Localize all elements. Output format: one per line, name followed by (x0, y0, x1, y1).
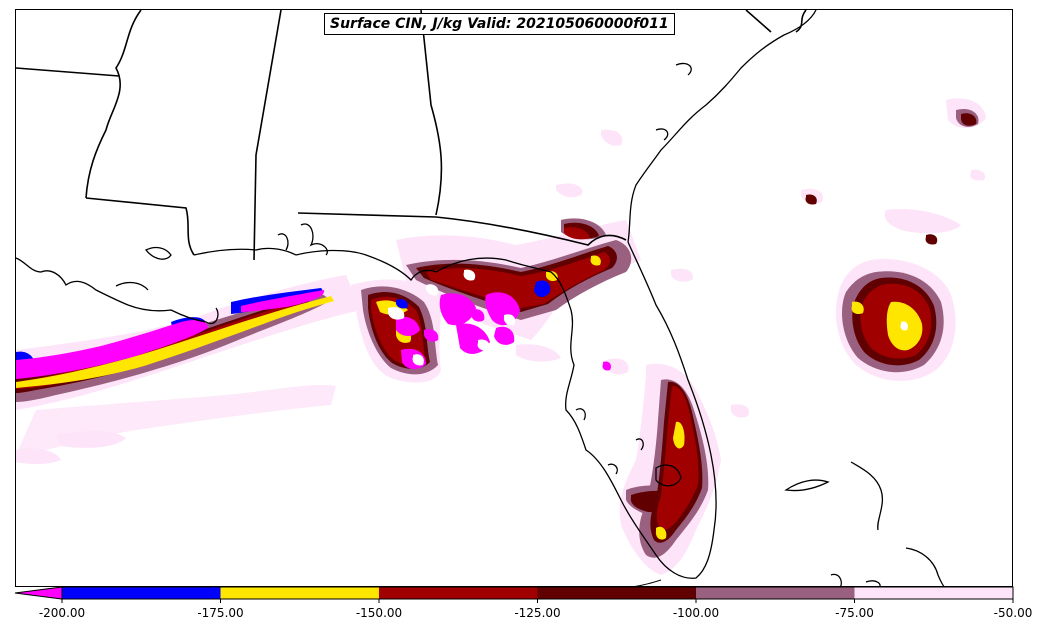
colorbar-bin (62, 587, 221, 599)
colorbar-tick-label: -125.00 (514, 606, 560, 620)
colorbar-bin (696, 587, 855, 599)
colorbar-tick-label: -100.00 (673, 606, 719, 620)
state-borders (16, 10, 807, 261)
colorbar-tick-label: -175.00 (197, 606, 243, 620)
colorbar-bin (854, 587, 1013, 599)
colorbar: -200.00 -175.00 -150.00 -125.00 -100.00 -75.0… (14, 586, 1033, 620)
colorbar-tick-label: -50.00 (994, 606, 1033, 620)
cin-shading (16, 98, 986, 575)
colorbar-bin (220, 587, 379, 599)
colorbar-tick-label: -150.00 (356, 606, 402, 620)
colorbar-bin (379, 587, 538, 599)
map-panel (15, 9, 1013, 587)
colorbar-bin (537, 587, 696, 599)
map-title: Surface CIN, J/kg Valid: 202105060000f01… (324, 13, 675, 35)
colorbar-tick-label: -200.00 (39, 606, 85, 620)
coastlines (16, 10, 945, 586)
colorbar-tick-label: -75.00 (835, 606, 874, 620)
colorbar-extend-arrow (14, 586, 63, 600)
cin-map (16, 10, 986, 586)
